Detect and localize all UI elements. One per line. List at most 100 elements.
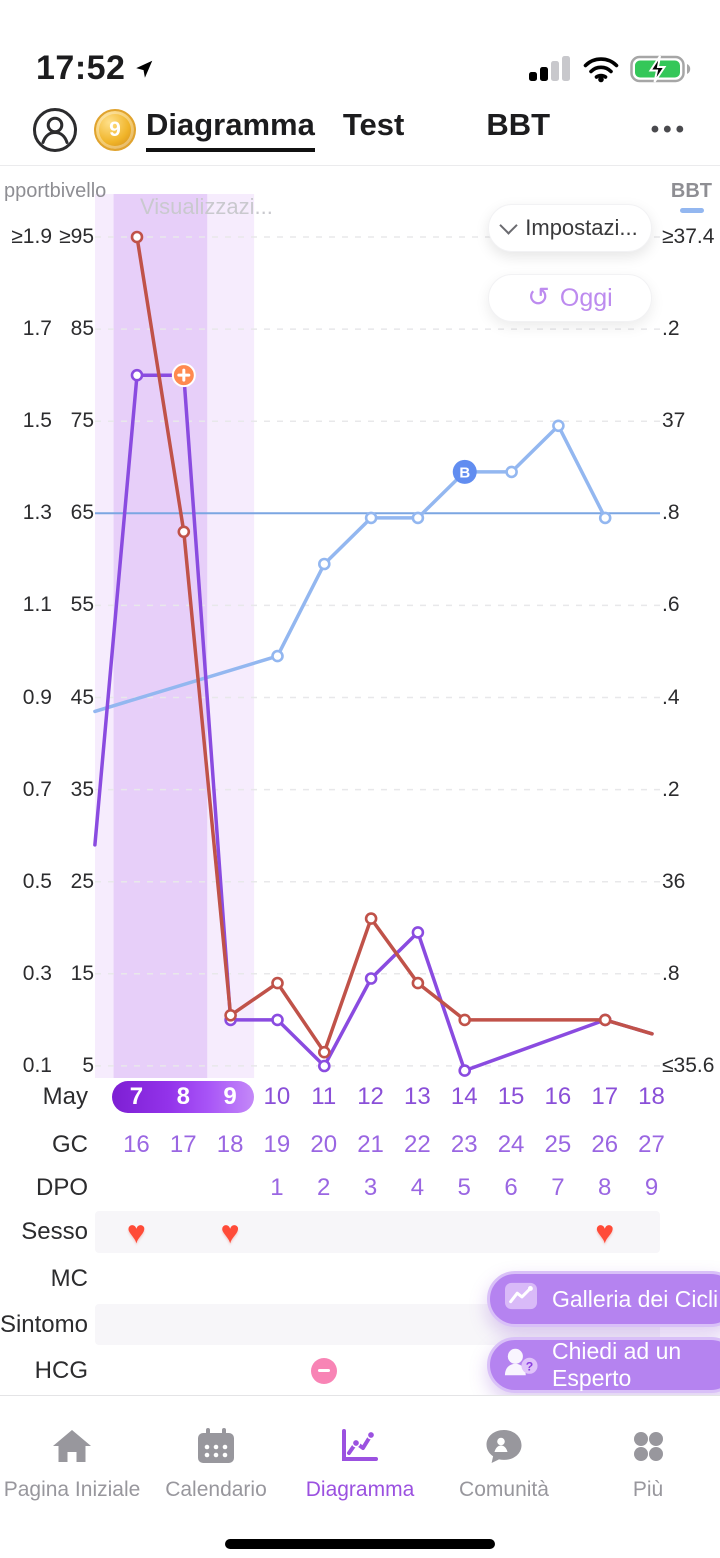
axis-tick: 0.7: [22, 778, 52, 801]
axis-tick: ≤35.6: [662, 1054, 715, 1077]
sintomo-cell: [113, 1302, 160, 1347]
day-17[interactable]: 17: [591, 1083, 619, 1110]
nav-community[interactable]: Comunità: [432, 1396, 576, 1558]
profile-avatar[interactable]: [32, 107, 78, 153]
sintomo-cell: [441, 1302, 488, 1347]
settings-button[interactable]: Impostazi...: [488, 204, 652, 252]
test-line-red-marker[interactable]: [411, 976, 425, 990]
test-line-red-marker[interactable]: [271, 976, 284, 990]
test-line-purple-marker[interactable]: [364, 972, 378, 985]
home-indicator[interactable]: [225, 1539, 495, 1549]
test-line-red-marker[interactable]: [224, 1008, 237, 1022]
axis-tick: 45: [70, 686, 94, 709]
test-line-purple-marker[interactable]: [271, 1013, 284, 1027]
nav-chart[interactable]: Diagramma: [288, 1396, 432, 1558]
today-button[interactable]: ↺ Oggi: [488, 274, 652, 322]
level-badge[interactable]: 9: [94, 108, 136, 151]
day-12[interactable]: 12: [357, 1083, 384, 1110]
nav-more[interactable]: Più: [576, 1396, 720, 1558]
axis-tick: .2: [662, 778, 680, 801]
day-cell[interactable]: 17: [581, 1080, 628, 1114]
sesso-label: Sesso: [21, 1218, 88, 1245]
bbt-line-marker[interactable]: [271, 649, 284, 663]
dpo-value: 1: [270, 1174, 284, 1201]
bbt-test-chart[interactable]: B: [0, 166, 720, 1078]
day-13[interactable]: 13: [404, 1083, 431, 1110]
test-line-purple-marker[interactable]: [411, 926, 425, 939]
test-line-red-marker[interactable]: [317, 1045, 331, 1059]
chart-icon: [342, 1429, 378, 1461]
dpo-value: [113, 1171, 160, 1205]
hcg-cell: [347, 1348, 394, 1393]
heart-icon: ♥: [220, 1213, 240, 1250]
sintomo-cell: [207, 1302, 254, 1347]
day-cell[interactable]: 9: [207, 1080, 254, 1114]
tab-diagramma[interactable]: Diagramma: [146, 107, 315, 152]
day-cell[interactable]: 16: [534, 1080, 581, 1114]
gc-value: 27: [638, 1131, 665, 1158]
day-11[interactable]: 11: [311, 1083, 337, 1110]
bbt-line-marker[interactable]: [598, 511, 612, 525]
day-cell[interactable]: 15: [488, 1080, 535, 1114]
day-cell[interactable]: 13: [394, 1080, 441, 1114]
cycle-gallery-button[interactable]: Galleria dei Cicli: [487, 1271, 720, 1327]
day-cell[interactable]: 10: [253, 1080, 300, 1114]
test-line-red-marker[interactable]: [458, 1013, 472, 1027]
day-16[interactable]: 16: [544, 1083, 572, 1110]
sintomo-cell: [253, 1302, 300, 1347]
test-line-red-marker[interactable]: [130, 230, 144, 244]
nav-home[interactable]: Pagina Iniziale: [0, 1396, 144, 1558]
test-line-purple-marker[interactable]: [317, 1059, 331, 1073]
day-cell[interactable]: 18: [628, 1080, 675, 1114]
day-cell[interactable]: 7: [113, 1080, 160, 1114]
dpo-value: 6: [504, 1174, 518, 1201]
nav-community-label: Comunità: [459, 1478, 549, 1501]
fertile-window-core: [113, 194, 208, 1078]
nav-calendar[interactable]: Calendario: [144, 1396, 288, 1558]
more-menu-icon[interactable]: •••: [650, 115, 688, 143]
gc-label: GC: [52, 1131, 88, 1158]
dpo-value: [160, 1171, 207, 1205]
tab-test[interactable]: Test: [342, 107, 405, 142]
more-grid-icon: [634, 1432, 663, 1461]
axis-tick: ≥95: [59, 225, 94, 248]
left-axis-title: pportbivello: [4, 180, 107, 202]
ask-expert-button[interactable]: ? Chiedi ad un Esperto: [487, 1337, 720, 1393]
day-15[interactable]: 15: [497, 1083, 525, 1110]
sesso-cell: [347, 1209, 394, 1255]
chart-area[interactable]: B pportbivello BBT Visualizzazi... Impos…: [0, 166, 720, 1401]
b-marker[interactable]: [452, 459, 477, 484]
wifi-icon: [583, 57, 619, 83]
day-8[interactable]: 8: [176, 1083, 190, 1110]
expert-label: Chiedi ad un Esperto: [552, 1338, 682, 1391]
hcg-cell: [394, 1348, 441, 1393]
axis-tick: .8: [662, 501, 680, 524]
sesso-cell: [628, 1209, 675, 1255]
cycle-day-row: GC 16 17 18 19 20 21 22 23 24 25 26 27: [0, 1128, 720, 1162]
day-cell[interactable]: 12: [347, 1080, 394, 1114]
day-7[interactable]: 7: [129, 1083, 144, 1110]
test-line-red-marker[interactable]: [598, 1013, 612, 1027]
bbt-line-marker[interactable]: [317, 557, 331, 571]
test-line-purple-marker[interactable]: [130, 368, 144, 382]
axis-tick: .2: [662, 317, 680, 340]
day-10[interactable]: 10: [263, 1083, 291, 1110]
day-14[interactable]: 14: [450, 1083, 478, 1110]
bbt-line-marker[interactable]: [552, 419, 565, 433]
day-cell[interactable]: 11: [300, 1080, 347, 1114]
day-cell[interactable]: 14: [441, 1080, 488, 1114]
day-18[interactable]: 18: [638, 1083, 665, 1110]
calendar-icon: [198, 1428, 234, 1463]
bbt-line-marker[interactable]: [411, 511, 425, 525]
test-line-purple-marker[interactable]: [458, 1064, 472, 1077]
mc-cell: [113, 1256, 160, 1301]
day-9[interactable]: 9: [223, 1083, 237, 1110]
tab-bbt[interactable]: BBT: [486, 107, 551, 142]
bbt-line-marker[interactable]: [505, 465, 518, 479]
hcg-cell: [300, 1348, 347, 1393]
test-line-red-marker[interactable]: [364, 912, 378, 925]
day-cell[interactable]: 8: [160, 1080, 207, 1114]
bbt-line-marker[interactable]: [364, 511, 378, 525]
test-line-red-marker[interactable]: [177, 525, 191, 539]
expert-icon: ?: [502, 1345, 540, 1385]
